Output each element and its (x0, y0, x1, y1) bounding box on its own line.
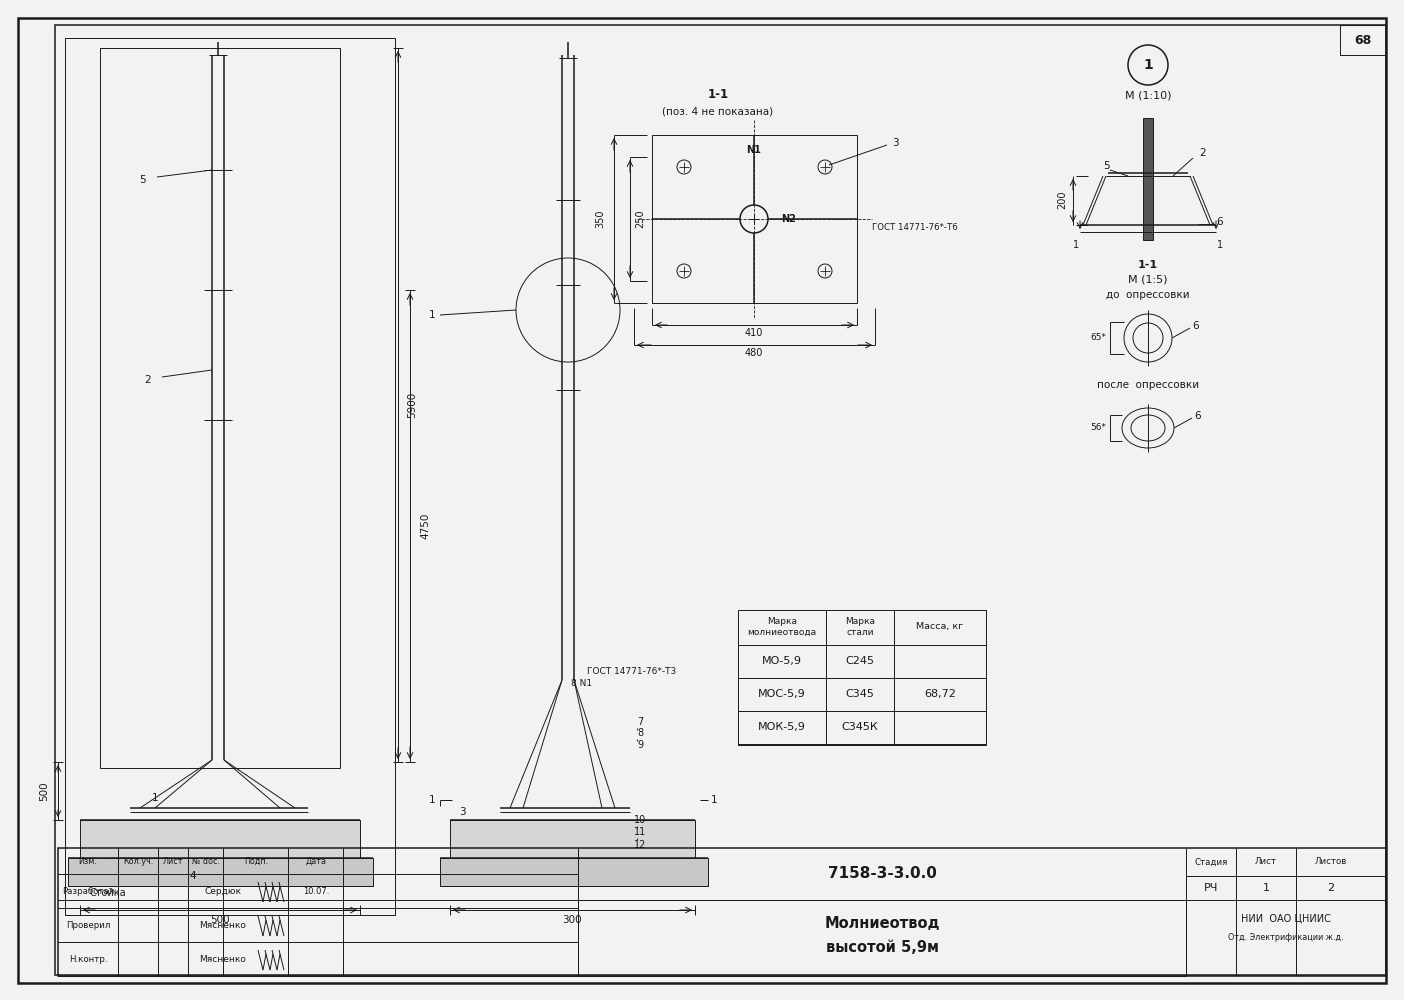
Text: 1-1: 1-1 (1137, 260, 1158, 270)
Text: 68,72: 68,72 (924, 689, 956, 699)
Text: 10: 10 (633, 815, 646, 825)
Text: С245: С245 (845, 656, 875, 666)
Bar (80, 820, 359, 858)
Text: Масса, кг: Масса, кг (917, 622, 963, 632)
Text: 500: 500 (39, 781, 49, 801)
Text: 6: 6 (1217, 217, 1223, 227)
Text: 11: 11 (633, 827, 646, 837)
Text: Лист: Лист (1255, 857, 1278, 866)
Text: (поз. 4 не показана): (поз. 4 не показана) (663, 107, 774, 117)
Text: 3: 3 (892, 138, 899, 148)
Text: Лист: Лист (163, 856, 184, 865)
Text: Изм.: Изм. (79, 856, 97, 865)
Text: 10.07.: 10.07. (303, 886, 329, 896)
Text: 1: 1 (710, 795, 717, 805)
Text: 1-1: 1-1 (708, 89, 729, 102)
Text: Отд. Электрификации ж.д.: Отд. Электрификации ж.д. (1228, 934, 1344, 942)
Text: С345: С345 (845, 689, 875, 699)
Text: 480: 480 (744, 348, 764, 358)
Text: РЧ: РЧ (1203, 883, 1219, 893)
Bar (439, 858, 708, 886)
Text: 1: 1 (1073, 240, 1080, 250)
Text: 6: 6 (1192, 321, 1199, 331)
Text: 12: 12 (633, 840, 646, 850)
Text: № doc.: № doc. (192, 856, 220, 865)
Text: Подп.: Подп. (244, 856, 268, 865)
Text: до  опрессовки: до опрессовки (1106, 290, 1189, 300)
Bar (651, 135, 856, 303)
Bar (1143, 118, 1153, 240)
Bar (451, 820, 695, 858)
Text: 5900: 5900 (407, 392, 417, 418)
Text: С345К: С345К (841, 722, 879, 732)
Text: 5: 5 (1102, 161, 1109, 171)
Text: МОК-5,9: МОК-5,9 (758, 722, 806, 732)
Text: 2: 2 (1327, 883, 1335, 893)
Text: 1: 1 (152, 793, 159, 803)
Text: 1: 1 (1262, 883, 1269, 893)
Text: Молниеотвод: Молниеотвод (824, 916, 939, 932)
Text: 3: 3 (459, 807, 465, 817)
Bar (739, 610, 986, 745)
Text: ГОСТ 14771-76*-Т3: ГОСТ 14771-76*-Т3 (587, 668, 677, 676)
Text: 68: 68 (1355, 33, 1372, 46)
Bar (67, 858, 373, 886)
Text: М (1:5): М (1:5) (1129, 275, 1168, 285)
Bar (1339, 25, 1386, 55)
Text: 56*: 56* (1090, 424, 1106, 432)
Bar (58, 848, 1386, 976)
Text: 350: 350 (595, 210, 605, 228)
Bar (578, 900, 1186, 976)
Text: Стадия: Стадия (1195, 857, 1227, 866)
Text: Мясненко: Мясненко (199, 920, 247, 930)
Text: 65*: 65* (1090, 334, 1106, 342)
Text: Н.контр.: Н.контр. (69, 954, 107, 964)
Text: Мясненко: Мясненко (199, 954, 247, 964)
Text: N2: N2 (782, 214, 796, 224)
Text: Разработал: Разработал (62, 886, 114, 896)
Text: 500: 500 (211, 915, 230, 925)
Text: высотой 5,9м: высотой 5,9м (826, 940, 938, 956)
Text: МО-5,9: МО-5,9 (762, 656, 802, 666)
Text: Марка
молниеотвода: Марка молниеотвода (747, 617, 817, 637)
Text: Проверил: Проверил (66, 920, 110, 930)
Text: Стойка: Стойка (90, 888, 126, 898)
Text: 7158-3-3.0.0: 7158-3-3.0.0 (827, 866, 936, 882)
Text: Кол.уч.: Кол.уч. (124, 856, 153, 865)
Text: 4750: 4750 (420, 513, 430, 539)
Text: после  опрессовки: после опрессовки (1097, 380, 1199, 390)
Text: НИИ  ОАО ЦНИИС: НИИ ОАО ЦНИИС (1241, 913, 1331, 923)
Bar (100, 48, 340, 768)
Text: 300: 300 (562, 915, 581, 925)
Text: 1: 1 (1143, 58, 1153, 72)
Text: МОС-5,9: МОС-5,9 (758, 689, 806, 699)
Text: 410: 410 (744, 328, 764, 338)
Text: 250: 250 (635, 210, 644, 228)
Text: N1: N1 (747, 145, 761, 155)
Bar (65, 38, 395, 915)
Text: Сердюк: Сердюк (205, 886, 241, 896)
Text: М (1:10): М (1:10) (1125, 90, 1171, 100)
Text: 2: 2 (1199, 148, 1206, 158)
Text: 4: 4 (190, 871, 197, 881)
Text: 8 N1: 8 N1 (571, 680, 592, 688)
Text: Листов: Листов (1314, 857, 1348, 866)
Text: 6: 6 (1195, 411, 1202, 421)
Text: 2: 2 (145, 375, 152, 385)
Text: 1: 1 (428, 795, 435, 805)
Text: Марка
стали: Марка стали (845, 617, 875, 637)
Text: Дата: Дата (306, 856, 327, 865)
Text: 7: 7 (637, 717, 643, 727)
Text: ГОСТ 14771-76*-Т6: ГОСТ 14771-76*-Т6 (872, 223, 958, 232)
Text: 5: 5 (139, 175, 146, 185)
Text: 1: 1 (1217, 240, 1223, 250)
Text: 8: 8 (637, 728, 643, 738)
Text: 200: 200 (1057, 191, 1067, 209)
Text: 1: 1 (428, 310, 435, 320)
Text: 9: 9 (637, 740, 643, 750)
